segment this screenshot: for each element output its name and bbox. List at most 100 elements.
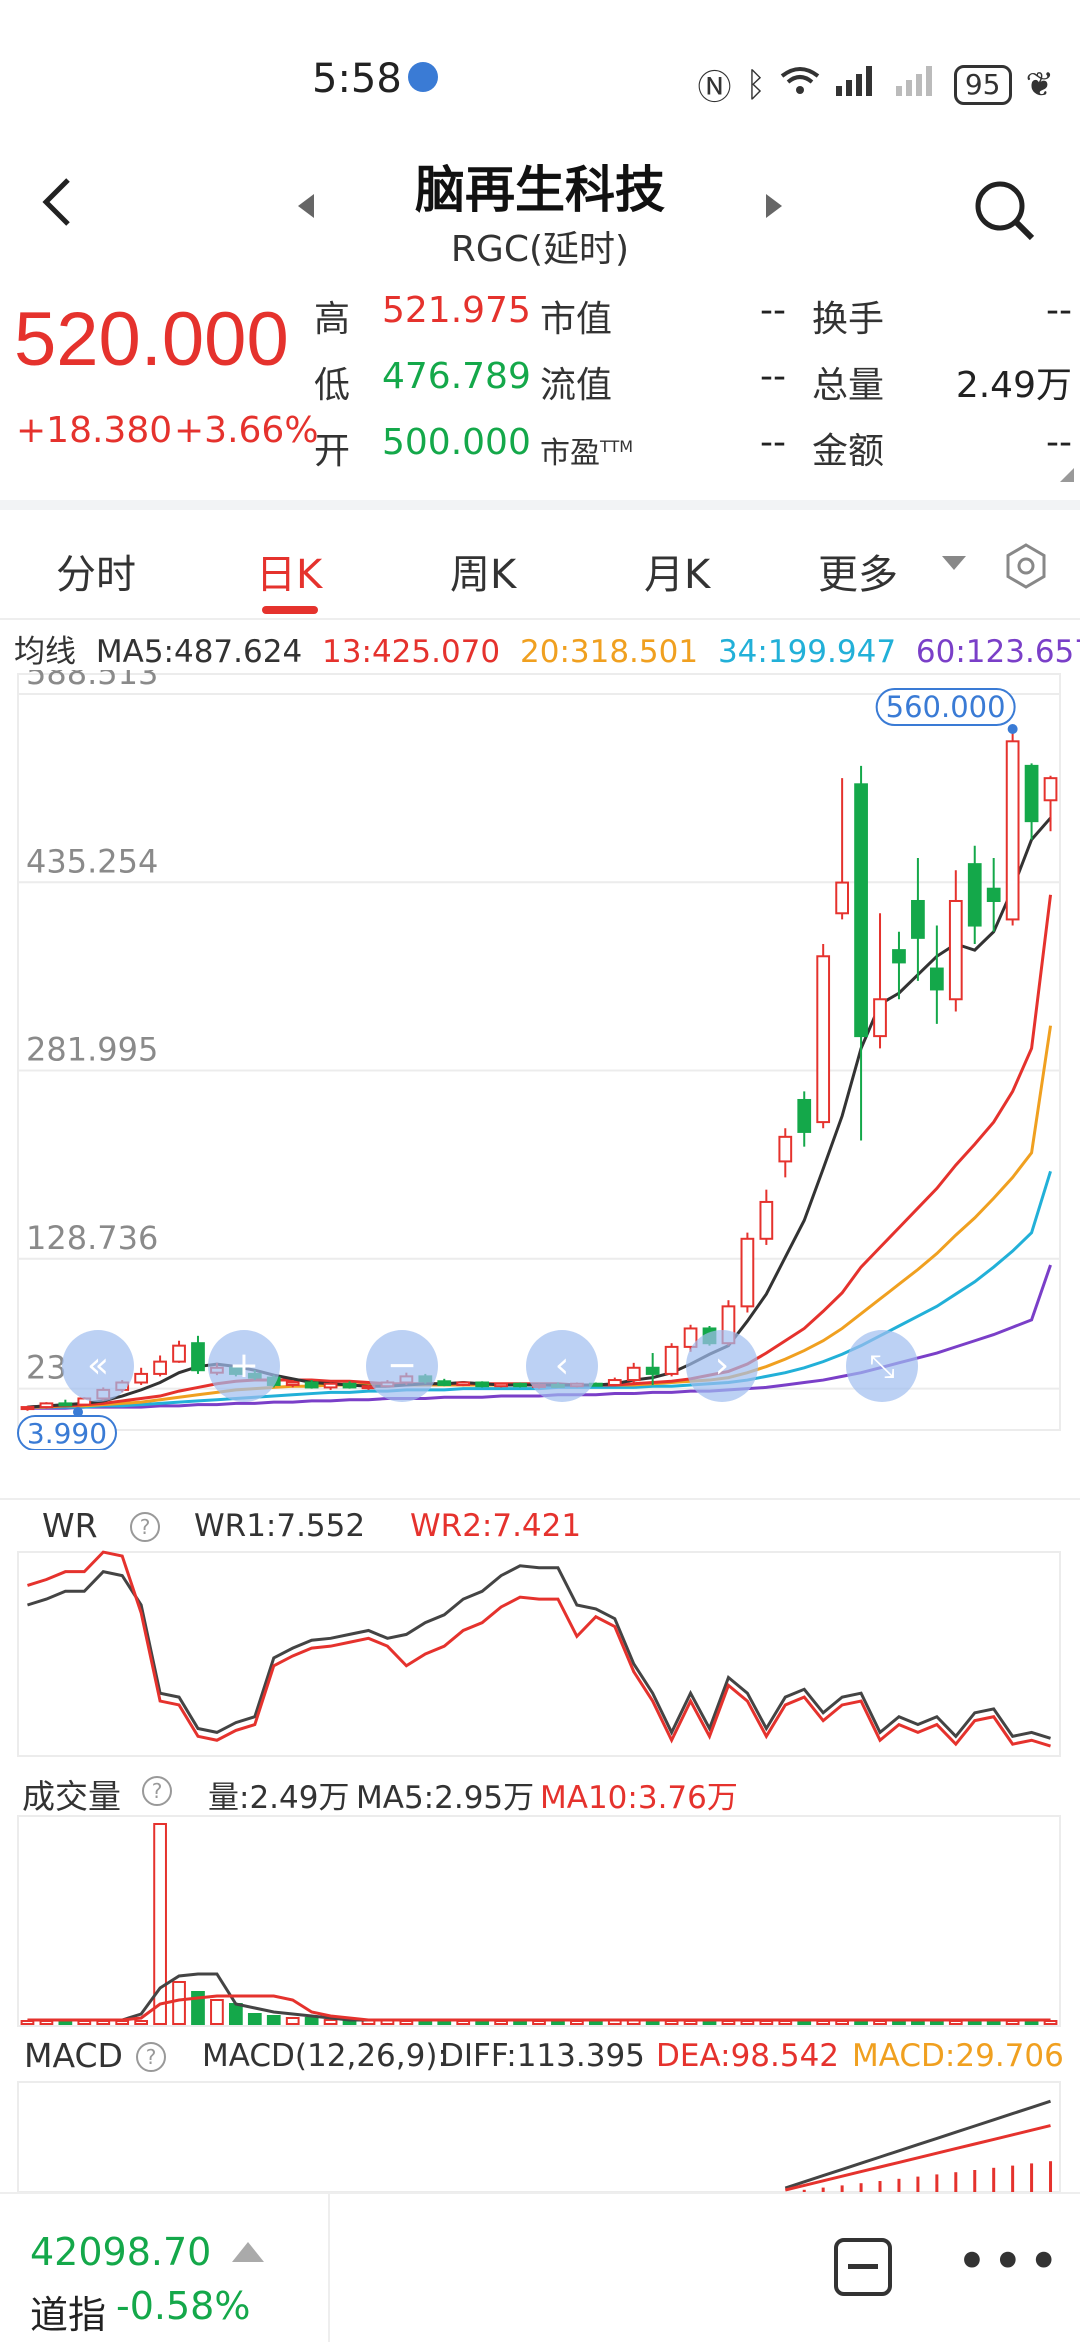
- candle-body: [816, 955, 831, 1124]
- candle: [58, 1399, 73, 1407]
- candle-body: [740, 1237, 755, 1308]
- candle-body: [911, 899, 925, 939]
- candle-body: [759, 1200, 774, 1240]
- candle-body: [342, 1382, 357, 1389]
- volume-bar: [323, 2019, 338, 2025]
- minimize-icon[interactable]: [834, 2238, 892, 2296]
- macd-diff-line: [784, 2099, 1051, 2190]
- candle: [929, 925, 944, 1024]
- pe-label: 市盈TTM: [540, 436, 634, 471]
- candle-body: [854, 783, 868, 1038]
- macd-title[interactable]: MACD: [24, 2036, 123, 2075]
- float-cap-value: --: [760, 356, 786, 397]
- turnover-label: 换手: [812, 299, 885, 340]
- candle-body: [986, 887, 1001, 902]
- wr-help-icon[interactable]: ?: [130, 1512, 160, 1542]
- candle: [873, 913, 887, 1049]
- ma5-value: MA5:487.624: [95, 634, 303, 670]
- tab-monthly-k[interactable]: 月K: [644, 552, 711, 598]
- high-marker-label: 560.000: [886, 690, 1006, 724]
- volume-bar: [210, 1999, 224, 2025]
- expand-corner-icon[interactable]: [1060, 468, 1074, 482]
- price-change-pct: +3.66%: [174, 410, 319, 451]
- candle: [911, 858, 925, 981]
- leaf-icon: ❦: [1025, 64, 1055, 105]
- wifi-icon: [780, 65, 820, 105]
- volume-help-icon[interactable]: ?: [142, 1776, 172, 1806]
- candle-body: [645, 1366, 660, 1375]
- candle: [191, 1335, 205, 1374]
- candle: [797, 1091, 812, 1147]
- next-stock-icon[interactable]: [764, 192, 784, 224]
- volume-bar: [153, 1823, 167, 2025]
- candle-body: [39, 1402, 54, 1409]
- candle: [20, 1405, 35, 1411]
- open-value: 500.000: [382, 422, 531, 463]
- wr2-value: WR2:7.421: [410, 1508, 582, 1544]
- dropdown-icon[interactable]: [942, 556, 966, 576]
- tab-daily-k[interactable]: 日K: [256, 552, 323, 598]
- candle-body: [285, 1381, 300, 1386]
- candle: [626, 1362, 641, 1383]
- candle: [304, 1380, 319, 1389]
- candle-body: [607, 1379, 622, 1386]
- scroll-right-icon[interactable]: ›: [686, 1330, 758, 1402]
- ma20-value: 20:318.501: [520, 634, 699, 670]
- high-marker-box: [875, 688, 1016, 727]
- stock-code: RGC(延时): [450, 229, 630, 270]
- high-value: 521.975: [382, 290, 531, 331]
- wr-title[interactable]: WR: [42, 1506, 98, 1545]
- candle-body: [304, 1381, 319, 1389]
- candle-body: [1043, 777, 1058, 802]
- more-options-icon[interactable]: •••: [956, 2230, 1064, 2293]
- candle-body: [948, 899, 963, 1001]
- candle-body: [437, 1380, 452, 1386]
- y-tick-label: 588.513: [26, 670, 158, 692]
- candle: [134, 1367, 149, 1385]
- candle: [854, 765, 868, 1141]
- zoom-in-icon[interactable]: +: [208, 1330, 280, 1402]
- divider: [0, 618, 1080, 620]
- candle-body: [1024, 764, 1039, 823]
- volume-chart: [17, 1815, 1061, 2027]
- macd-frame: [17, 2081, 1061, 2192]
- tab-intraday[interactable]: 分时: [56, 552, 136, 598]
- status-time: 5:58: [312, 56, 402, 102]
- macd-help-icon[interactable]: ?: [136, 2042, 166, 2072]
- back-icon[interactable]: [38, 176, 78, 232]
- scroll-left-icon[interactable]: ‹: [526, 1330, 598, 1402]
- divider: [0, 500, 1080, 510]
- kline-chart[interactable]: 588.513 435.254 281.995 128.736 23 560.000 3.…: [0, 670, 1080, 1450]
- signal-2-icon: [894, 64, 940, 105]
- fullscreen-icon[interactable]: ⤡: [846, 1330, 918, 1402]
- y-tick-label: 23: [26, 1349, 67, 1387]
- settings-icon[interactable]: [1002, 542, 1050, 594]
- wr1-value: WR1:7.552: [194, 1508, 366, 1544]
- volume-title[interactable]: 成交量: [22, 1777, 121, 1816]
- tab-more[interactable]: 更多: [818, 552, 898, 598]
- tab-weekly-k[interactable]: 周K: [450, 552, 517, 598]
- volume-bar: [134, 2020, 149, 2025]
- amount-label: 金额: [812, 431, 885, 472]
- search-icon[interactable]: [974, 180, 1036, 246]
- volume-value: 量:2.49万: [208, 1780, 350, 1816]
- float-cap-label: 流值: [540, 365, 613, 406]
- rewind-icon[interactable]: «: [62, 1330, 134, 1402]
- zoom-out-icon[interactable]: −: [366, 1330, 438, 1402]
- candle-body: [967, 863, 982, 927]
- volume-bar: [172, 1981, 186, 2025]
- volume-ma5: MA5:2.95万: [356, 1780, 535, 1816]
- candle: [607, 1377, 622, 1387]
- volume-bar: [285, 2017, 300, 2025]
- divider: [0, 1498, 1080, 1500]
- candle-body: [778, 1135, 793, 1163]
- prev-stock-icon[interactable]: [296, 192, 316, 224]
- nfc-icon: Ⓝ: [697, 68, 732, 108]
- candle: [778, 1128, 793, 1178]
- high-label: 高: [314, 299, 351, 340]
- volume-bar: [304, 2017, 319, 2025]
- candle: [1024, 763, 1039, 840]
- candle: [342, 1381, 357, 1389]
- index-value[interactable]: 42098.70: [30, 2230, 212, 2274]
- index-name[interactable]: 道指: [30, 2293, 107, 2337]
